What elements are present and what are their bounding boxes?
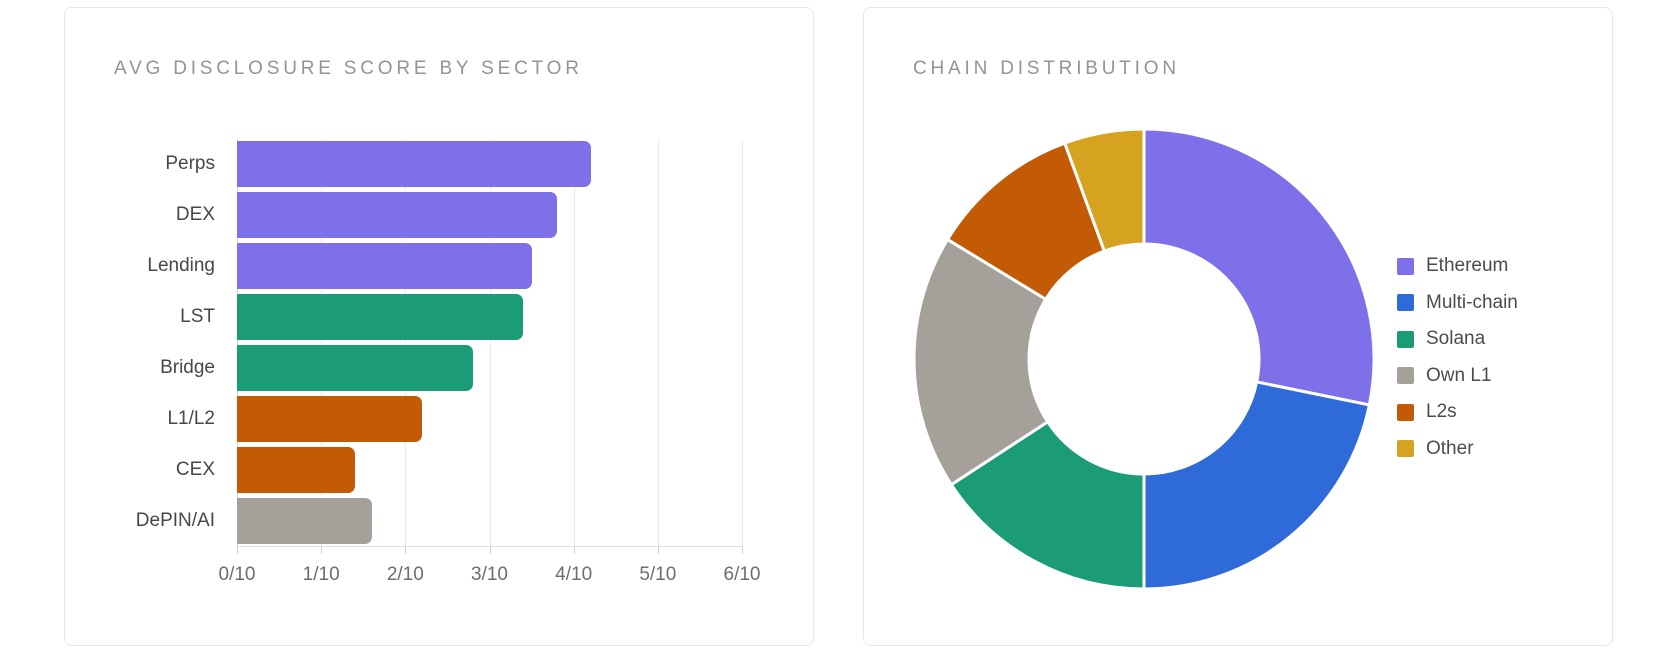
legend-swatch bbox=[1397, 294, 1414, 312]
bar-row bbox=[237, 190, 742, 241]
legend-label: Solana bbox=[1426, 328, 1486, 350]
x-tick-label: 5/10 bbox=[639, 564, 677, 585]
bar bbox=[237, 395, 423, 442]
gridline bbox=[489, 139, 491, 546]
category-label: L1/L2 bbox=[167, 407, 215, 429]
bar-chart-bars bbox=[237, 139, 742, 546]
bar bbox=[237, 344, 473, 391]
bar-chart-plot bbox=[237, 139, 743, 554]
donut-chart-title: CHAIN DISTRIBUTION bbox=[913, 58, 1180, 79]
category-label: CEX bbox=[175, 458, 215, 480]
legend-item: Own L1 bbox=[1397, 358, 1518, 395]
bar-chart-category-labels: Perps DEX Lending LST Bridge L1/L2 CEX DePIN/AI bbox=[65, 139, 215, 546]
bar-row bbox=[237, 241, 742, 292]
x-tick-label: 6/10 bbox=[723, 564, 761, 585]
donut-segment bbox=[1142, 380, 1371, 591]
tick-mark bbox=[657, 546, 659, 554]
legend-item: L2s bbox=[1397, 394, 1518, 431]
bar-chart-card: AVG DISCLOSURE SCORE BY SECTOR Perps DEX L… bbox=[64, 7, 814, 646]
gridline bbox=[237, 139, 238, 546]
x-tick-label: 0/10 bbox=[218, 564, 256, 585]
category-label: Perps bbox=[165, 153, 215, 175]
donut-segment bbox=[912, 237, 1050, 487]
donut-chart bbox=[912, 127, 1376, 591]
legend-item: Solana bbox=[1397, 321, 1518, 358]
x-tick-label: 4/10 bbox=[555, 564, 593, 585]
tick-mark bbox=[742, 546, 743, 554]
legend-item: Other bbox=[1397, 431, 1518, 468]
bar-row bbox=[237, 393, 742, 444]
gridline bbox=[657, 139, 659, 546]
bar bbox=[237, 497, 372, 544]
bar bbox=[237, 192, 557, 239]
tick-mark bbox=[573, 546, 575, 554]
bar-chart-gridlines bbox=[237, 139, 743, 546]
legend-label: Other bbox=[1426, 437, 1474, 459]
legend-swatch bbox=[1397, 257, 1414, 275]
tick-mark bbox=[405, 546, 407, 554]
donut-segment bbox=[1142, 127, 1376, 407]
gridline bbox=[321, 139, 323, 546]
bar bbox=[237, 446, 355, 493]
category-label: LST bbox=[180, 306, 215, 328]
legend-swatch bbox=[1397, 330, 1414, 348]
legend-item: Ethereum bbox=[1397, 248, 1518, 285]
gridline bbox=[573, 139, 575, 546]
bar-row bbox=[237, 343, 742, 394]
donut-chart-card: CHAIN DISTRIBUTION Ethereum Multi-chain So… bbox=[863, 7, 1613, 646]
category-label: Bridge bbox=[160, 356, 215, 378]
donut-segment bbox=[949, 420, 1146, 591]
bar bbox=[237, 294, 524, 341]
x-axis-tick-labels: 0/10 1/10 2/10 3/10 4/10 5/10 6/10 bbox=[219, 564, 761, 590]
legend-label: Own L1 bbox=[1426, 364, 1492, 386]
x-tick-label: 2/10 bbox=[386, 564, 424, 585]
tick-mark bbox=[489, 546, 491, 554]
x-tick-label: 1/10 bbox=[302, 564, 340, 585]
legend-label: Ethereum bbox=[1426, 255, 1509, 277]
category-label: Lending bbox=[147, 255, 215, 277]
legend-swatch bbox=[1397, 403, 1414, 421]
tick-mark bbox=[237, 546, 238, 554]
tick-mark bbox=[321, 546, 323, 554]
gridline bbox=[405, 139, 407, 546]
gridline bbox=[742, 139, 743, 546]
bar bbox=[237, 141, 591, 188]
legend-swatch bbox=[1397, 440, 1414, 458]
bar-row bbox=[237, 292, 742, 343]
bar-row bbox=[237, 495, 742, 546]
legend-label: L2s bbox=[1426, 401, 1457, 423]
legend-swatch bbox=[1397, 367, 1414, 385]
category-label: DePIN/AI bbox=[135, 509, 215, 531]
category-label: DEX bbox=[175, 204, 215, 226]
bar-row bbox=[237, 444, 742, 495]
legend-item: Multi-chain bbox=[1397, 285, 1518, 322]
donut-segment bbox=[1063, 127, 1146, 253]
x-axis-tick-marks bbox=[237, 139, 743, 554]
donut-legend: Ethereum Multi-chain Solana Own L1 L2s Other bbox=[1397, 248, 1518, 467]
x-tick-label: 3/10 bbox=[471, 564, 508, 585]
bar-chart-title: AVG DISCLOSURE SCORE BY SECTOR bbox=[114, 58, 583, 79]
bar bbox=[237, 243, 532, 290]
bar-row bbox=[237, 139, 742, 190]
legend-label: Multi-chain bbox=[1426, 291, 1518, 313]
